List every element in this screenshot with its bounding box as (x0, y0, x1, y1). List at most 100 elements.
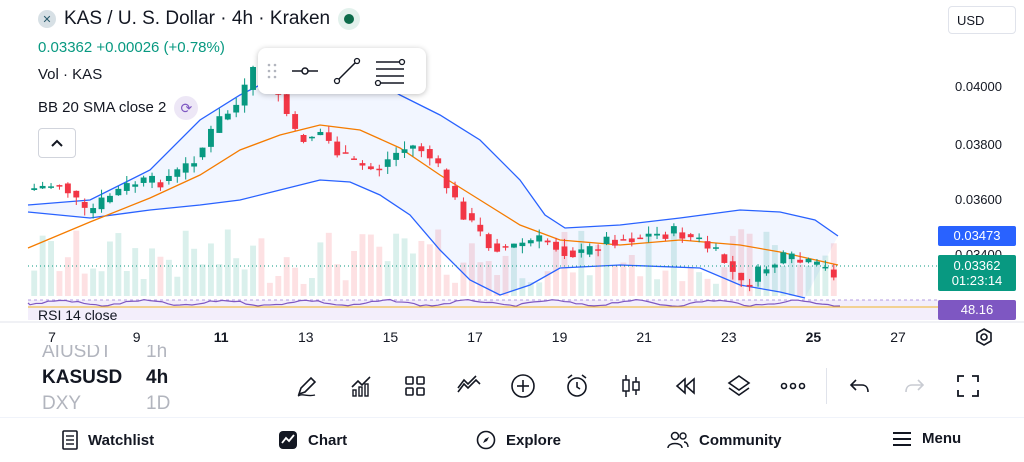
rsi-legend[interactable]: RSI 14 close (38, 307, 118, 323)
nav-explore[interactable]: Explore (476, 430, 561, 450)
candle (670, 226, 677, 234)
trend-line-tool-icon[interactable] (332, 56, 362, 86)
volume-bar (157, 256, 164, 296)
volume-bar (637, 276, 644, 296)
volume-legend[interactable]: Vol · KAS (38, 66, 103, 83)
draw-lines-icon[interactable] (442, 366, 496, 406)
collapse-legend-button[interactable] (38, 128, 76, 158)
candle (418, 146, 425, 152)
candle (233, 104, 240, 113)
symbol-picker[interactable]: AIUSDT KASUSD DXY (42, 345, 182, 415)
symbol-option[interactable]: DXY (42, 393, 82, 414)
layouts-icon[interactable] (388, 366, 442, 406)
volume-bar (553, 249, 559, 296)
chart-toolbar[interactable] (280, 366, 995, 406)
symbol-title[interactable]: KAS / U. S. Dollar · 4h · Kraken (64, 8, 331, 29)
horizontal-line-tool-icon[interactable] (290, 59, 320, 83)
volume-bar (292, 267, 299, 296)
candle (292, 114, 299, 129)
chart-settings-icon[interactable] (974, 327, 994, 352)
symbol-option[interactable]: AIUSDT (42, 345, 112, 362)
nav-community-label: Community (699, 431, 782, 449)
nav-watchlist[interactable]: Watchlist (62, 430, 154, 450)
volume-bar (452, 282, 458, 296)
candle (771, 264, 778, 268)
bottom-navigation: Watchlist Chart Explore Community Menu (0, 417, 1024, 462)
candle (115, 188, 122, 196)
candle (696, 237, 703, 240)
candle (561, 246, 568, 256)
volume-bar (39, 235, 46, 296)
more-icon[interactable] (766, 366, 820, 406)
fib-tool-icon[interactable] (374, 56, 406, 86)
volume-bar (586, 275, 593, 296)
volume-bar (351, 250, 357, 296)
layers-icon[interactable] (712, 366, 766, 406)
volume-bar (670, 230, 677, 296)
replay-icon[interactable] (658, 366, 712, 406)
candle (191, 163, 198, 167)
volume-bar (788, 254, 795, 296)
interval-option[interactable]: 1h (146, 345, 168, 362)
currency-select[interactable]: USD (948, 6, 1016, 34)
nav-community[interactable]: Community (667, 430, 782, 450)
bb-legend[interactable]: BB 20 SMA close 2 ⟳ (38, 96, 199, 120)
candle (805, 258, 812, 263)
candle (645, 233, 652, 237)
volume-bar (511, 243, 517, 296)
candle (325, 132, 332, 141)
symbol-selected[interactable]: KASUSD (42, 367, 123, 388)
volume-bar (654, 279, 660, 296)
alert-clock-icon[interactable] (550, 366, 604, 406)
volume-bar (266, 282, 273, 296)
pencil-icon[interactable] (280, 366, 334, 406)
compass-icon (476, 430, 496, 450)
volume-bar (763, 231, 770, 296)
volume-bar (443, 274, 450, 296)
add-icon[interactable] (496, 366, 550, 406)
undo-icon[interactable] (833, 366, 887, 406)
volume-bar (300, 283, 307, 296)
market-status-icon[interactable] (338, 8, 361, 30)
drag-handle-icon[interactable] (266, 61, 278, 81)
candle (780, 252, 787, 264)
interval-selected[interactable]: 4h (146, 367, 169, 388)
price-tick: 0.03600 (955, 192, 1002, 207)
x-axis-tick: 7 (48, 329, 56, 345)
candle (300, 135, 307, 142)
volume-bar (561, 231, 568, 296)
candle (31, 188, 38, 190)
nav-watchlist-label: Watchlist (88, 431, 155, 449)
volume-bar (48, 241, 54, 296)
volume-bar (704, 278, 711, 296)
candle (797, 259, 804, 263)
interval-option[interactable]: 1D (146, 393, 171, 414)
x-axis-tick: 23 (721, 329, 737, 345)
candle (376, 168, 383, 171)
nav-chart[interactable]: Chart (278, 430, 347, 450)
volume-bar (468, 243, 475, 296)
nav-explore-label: Explore (506, 431, 562, 449)
volume-bar (721, 267, 728, 296)
candle (553, 241, 559, 250)
symbol-header[interactable]: ✕ KAS / U. S. Dollar · 4h · Kraken (38, 8, 361, 30)
volume-bar (233, 258, 240, 296)
candle (713, 247, 719, 249)
refresh-icon[interactable]: ⟳ (174, 96, 199, 120)
fullscreen-icon[interactable] (941, 366, 995, 406)
volume-bar (309, 278, 315, 296)
chart-area[interactable]: 0.04000 0.03800 0.03600 0.03400 (0, 0, 1024, 350)
candle-type-icon[interactable] (604, 366, 658, 406)
redo-icon[interactable] (887, 366, 941, 406)
volume-bar (31, 270, 38, 296)
candle (569, 250, 576, 258)
kas-logo-icon: ✕ (38, 10, 56, 28)
candle (140, 177, 147, 183)
candle (477, 224, 484, 232)
indicators-icon[interactable] (334, 366, 388, 406)
nav-menu[interactable]: Menu (892, 430, 961, 447)
interval-picker[interactable]: 1h 4h 1D (146, 345, 196, 415)
price-chart[interactable]: 0.04000 0.03800 0.03600 0.03400 (0, 0, 1024, 350)
drawing-floating-toolbar[interactable] (258, 48, 426, 94)
volume-bar (477, 262, 484, 296)
